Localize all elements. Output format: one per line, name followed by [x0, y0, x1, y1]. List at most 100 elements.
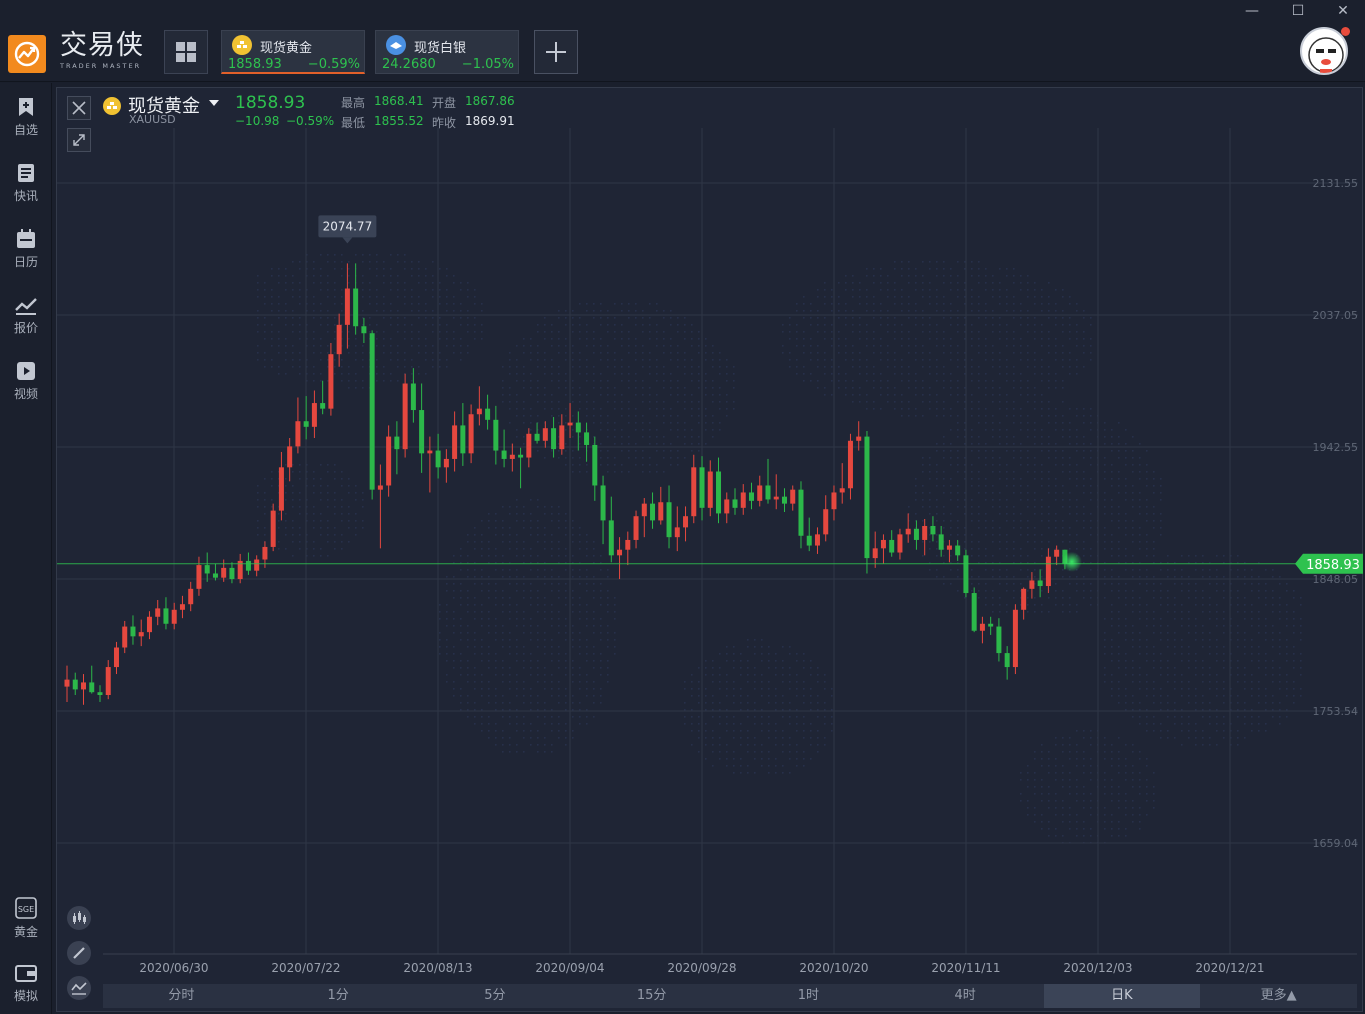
candle: [889, 530, 895, 557]
chart-type-button[interactable]: [67, 906, 91, 930]
tab-gold[interactable]: 现货黄金 1858.93 −0.59%: [221, 30, 365, 74]
minimize-button[interactable]: —: [1245, 3, 1259, 19]
candle: [287, 437, 293, 482]
sidebar-item-label: 自选: [13, 123, 38, 137]
peak-label-box: [318, 215, 377, 238]
candle: [1004, 646, 1010, 680]
candle-body: [913, 528, 919, 540]
sidebar-item-news[interactable]: 快讯: [0, 163, 52, 219]
open-label: 开盘: [432, 96, 457, 110]
period-tab[interactable]: 日K: [1043, 984, 1201, 1008]
candle-body: [155, 608, 161, 617]
candle-body: [732, 499, 738, 508]
candle-body: [1004, 653, 1010, 668]
candle-body: [402, 383, 408, 450]
video-play-icon: [17, 362, 35, 380]
indicator-button[interactable]: [67, 976, 91, 1000]
period-tab[interactable]: 5分: [484, 988, 506, 1003]
peak-label: 2074.77: [323, 219, 373, 233]
user-avatar[interactable]: [1300, 27, 1348, 75]
x-tick-label: 2020/12/03: [1063, 961, 1132, 975]
period-tab[interactable]: 4时: [954, 988, 976, 1003]
open-value: 1867.86: [465, 94, 515, 108]
close-icon: [72, 101, 86, 115]
candle: [814, 527, 820, 554]
candle-body: [476, 408, 482, 415]
candle-body: [889, 539, 895, 553]
candle: [831, 485, 837, 521]
close-window-button[interactable]: ✕: [1337, 3, 1349, 19]
candle: [361, 317, 367, 344]
candle-body: [683, 516, 689, 528]
period-tab[interactable]: 15分: [636, 988, 667, 1003]
candle: [749, 482, 755, 510]
candle-body: [716, 471, 722, 514]
sidebar-item-calendar[interactable]: 日历: [0, 229, 52, 285]
x-tick-label: 2020/08/13: [403, 961, 472, 975]
candle: [806, 517, 812, 552]
candle-body: [839, 488, 845, 493]
candle: [386, 425, 392, 497]
sidebar-item-simulation[interactable]: 模拟: [0, 963, 52, 1014]
sge-icon: SGE: [15, 897, 37, 919]
candle: [295, 397, 301, 454]
price-change: −10.98: [235, 114, 280, 128]
candle: [658, 486, 664, 525]
candle: [518, 447, 524, 489]
y-tick-label: 2131.55: [1313, 177, 1359, 190]
maximize-button[interactable]: ☐: [1291, 3, 1305, 19]
period-tab[interactable]: 1时: [797, 988, 820, 1003]
collapse-chart-button[interactable]: [67, 128, 91, 152]
plus-icon: [546, 42, 566, 62]
candle-body: [427, 450, 433, 454]
period-tab[interactable]: 更多▲: [1260, 988, 1297, 1003]
candle: [1012, 604, 1018, 675]
layout-grid-button[interactable]: [164, 30, 208, 74]
candle-body: [806, 535, 812, 546]
symbol-dropdown-caret-icon[interactable]: [209, 100, 219, 106]
x-tick-label: 2020/11/11: [931, 961, 1000, 975]
candle: [1045, 548, 1051, 594]
period-tab[interactable]: 分时: [168, 988, 195, 1003]
candle: [501, 429, 507, 468]
add-tab-button[interactable]: [534, 30, 578, 74]
period-tab[interactable]: 1分: [327, 988, 349, 1003]
sidebar-item-video[interactable]: 视频: [0, 361, 52, 417]
candle-body: [270, 510, 276, 547]
candle: [155, 600, 161, 626]
candle: [757, 475, 763, 507]
logo-icon: [8, 35, 46, 73]
candle-body: [188, 588, 194, 605]
candle-body: [724, 499, 730, 514]
symbol-name[interactable]: 现货黄金: [128, 96, 200, 117]
sidebar-item-watchlist[interactable]: 自选: [0, 97, 52, 153]
candle: [171, 602, 177, 630]
y-tick-label: 1659.04: [1313, 837, 1359, 850]
sidebar-item-label: 快讯: [13, 189, 38, 203]
candlestick-chart[interactable]: 2131.55 2037.05 1942.55 1848.05 1753.54 1659.…: [57, 88, 1364, 1013]
candle-body: [567, 422, 573, 426]
candle: [97, 685, 103, 702]
x-tick-label: 2020/10/20: [799, 961, 868, 975]
candle-body: [1021, 588, 1027, 610]
low-value: 1855.52: [374, 114, 424, 128]
draw-tool-button[interactable]: [67, 941, 91, 965]
candle-body: [179, 604, 185, 610]
candle: [394, 421, 400, 475]
sidebar-item-sge-gold[interactable]: SGE 黄金: [0, 897, 52, 953]
candle-body: [790, 489, 796, 504]
candle: [946, 539, 952, 563]
collapse-arrows-icon: [73, 134, 85, 146]
candle-body: [658, 502, 664, 521]
candle: [452, 411, 458, 472]
candle-body: [798, 489, 804, 536]
sidebar-item-quotes[interactable]: 报价: [0, 295, 52, 351]
tab-silver[interactable]: 现货白银 24.2680 −1.05%: [375, 30, 519, 74]
symbol-code: XAUUSD: [129, 113, 176, 126]
candle-body: [386, 436, 392, 486]
tab-change: −0.59%: [307, 57, 360, 72]
candlestick-icon: [73, 911, 86, 924]
candle-body: [344, 288, 350, 325]
close-chart-button[interactable]: [67, 96, 91, 120]
candles-group: [64, 263, 1068, 705]
